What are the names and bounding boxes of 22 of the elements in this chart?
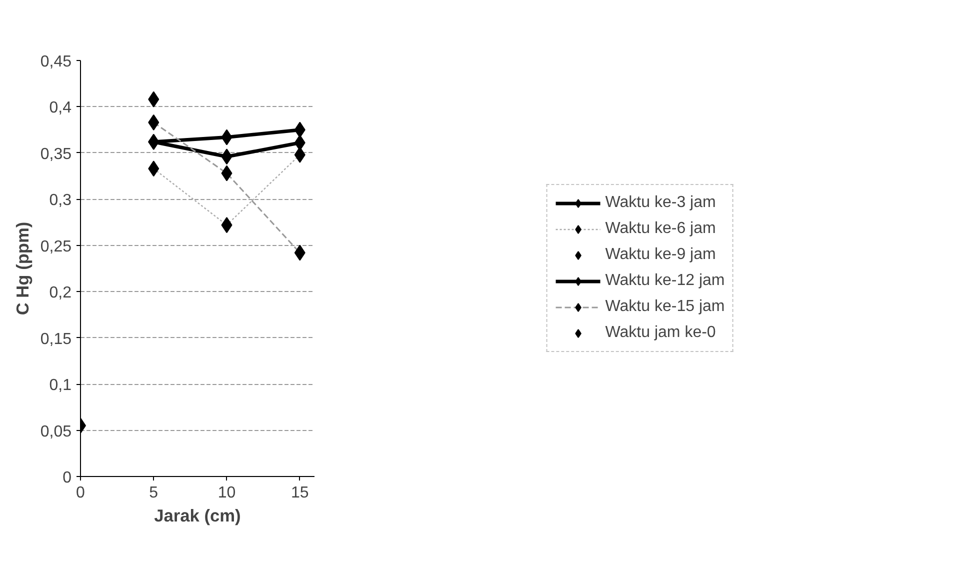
y-tick-label: 0,4 [49, 100, 72, 117]
legend-label: Waktu ke-15 jam [605, 298, 725, 316]
y-tick-label: 0,35 [40, 146, 72, 163]
x-tick-label: 5 [149, 484, 158, 502]
y-tick-label: 0,05 [40, 423, 72, 440]
x-tick-label: 10 [218, 484, 236, 502]
legend-label: Waktu jam ke-0 [605, 324, 716, 342]
y-axis-title: C Hg (ppm) [12, 222, 32, 316]
y-tick-label: 0,3 [49, 192, 72, 210]
legend-label: Waktu ke-6 jam [605, 220, 716, 238]
y-tick-label: 0,25 [40, 238, 72, 256]
legend-label: Waktu ke-9 jam [605, 246, 716, 264]
y-tick-label: 0 [62, 470, 72, 486]
x-tick-label: 15 [290, 484, 309, 502]
x-axis-title: Jarak (cm) [154, 506, 241, 526]
y-tick-label: 0,45 [40, 54, 72, 70]
x-tick-label: 0 [76, 484, 86, 502]
y-tick-label: 0,1 [49, 377, 72, 394]
y-tick-label: 0,2 [49, 284, 72, 302]
legend-label: Waktu ke-3 jam [605, 194, 716, 212]
legend-label: Waktu ke-12 jam [605, 272, 725, 290]
y-tick-label: 0,15 [40, 330, 72, 348]
